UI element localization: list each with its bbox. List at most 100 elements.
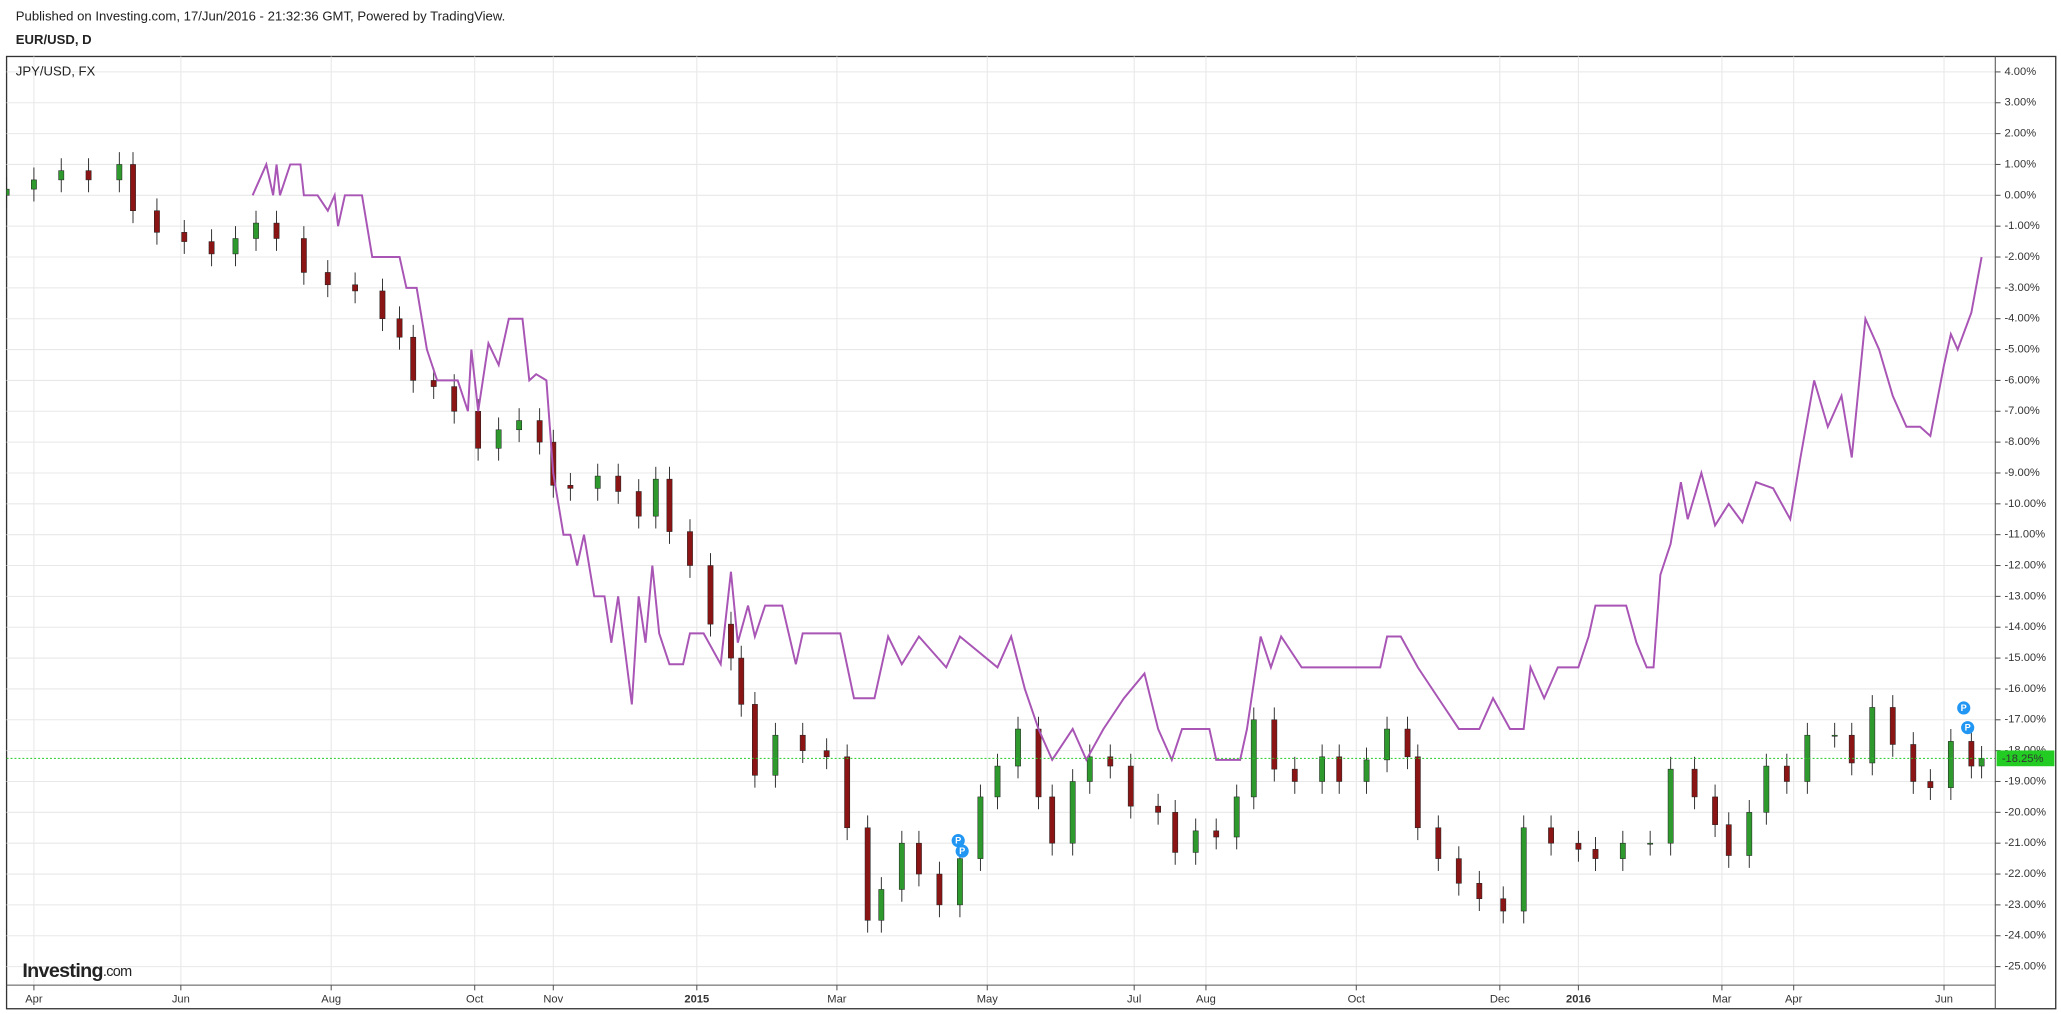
x-tick-label: Apr (25, 994, 43, 1006)
candle-body (1575, 842, 1582, 850)
y-tick-label: -20.00% (2004, 806, 2046, 818)
candle-body (898, 842, 905, 890)
candle-body (58, 170, 65, 181)
candle-body (352, 284, 359, 292)
event-marker-label: P (959, 846, 965, 856)
candle-body (1363, 759, 1370, 782)
candle-body (772, 734, 779, 776)
candle-body (1712, 796, 1718, 825)
last-price-label: -18.25% (2002, 753, 2044, 765)
y-tick-label: -5.00% (2004, 344, 2039, 356)
y-tick-label: -6.00% (2004, 374, 2039, 386)
y-tick-label: -8.00% (2004, 436, 2039, 448)
candle-body (864, 827, 871, 921)
y-tick-label: -21.00% (2004, 837, 2046, 849)
candle-body (1889, 707, 1896, 745)
x-tick-label: 2015 (684, 994, 709, 1006)
y-tick-label: -16.00% (2004, 683, 2046, 695)
candle-body (410, 336, 417, 381)
y-tick-label: -3.00% (2004, 282, 2039, 294)
candle-body (916, 842, 922, 875)
candle-body (85, 170, 92, 181)
candle-body (1192, 830, 1199, 853)
candle-body (1069, 781, 1076, 844)
candle-body (615, 475, 622, 492)
candle-body (1414, 756, 1421, 829)
candle-body (1404, 728, 1411, 758)
candle-body (1049, 796, 1056, 844)
candle-body (666, 478, 673, 532)
candle-body (878, 889, 885, 921)
candle-body (844, 756, 851, 829)
candle-body (1172, 812, 1179, 853)
candle-body (1500, 898, 1507, 912)
last-price-box (1996, 750, 2055, 767)
y-tick-label: -19.00% (2004, 775, 2046, 787)
candle-body (6, 188, 10, 196)
x-tick-label: Jul (1127, 994, 1141, 1006)
candle-body (1667, 768, 1674, 844)
y-tick-label: -12.00% (2004, 559, 2046, 571)
y-tick-label: -2.00% (2004, 251, 2039, 263)
logo-brand: Investing (22, 960, 103, 982)
candle-body (1647, 842, 1654, 845)
candle-body (495, 429, 502, 449)
event-marker-label: P (1965, 723, 1971, 733)
candle-body (1783, 765, 1790, 782)
candle-body (1127, 765, 1134, 807)
candle-body (1869, 707, 1876, 764)
candle-body (1035, 728, 1042, 798)
y-tick-label: -4.00% (2004, 313, 2039, 325)
y-tick-label: -1.00% (2004, 220, 2039, 232)
y-tick-label: -7.00% (2004, 405, 2039, 417)
candle-body (379, 290, 386, 319)
y-tick-label: -25.00% (2004, 961, 2046, 973)
plot-area (6, 152, 1996, 933)
candle-body (1086, 756, 1093, 782)
candle-body (1476, 883, 1483, 899)
x-tick-label: Oct (1348, 994, 1366, 1006)
symbol-title: EUR/USD, D (16, 32, 92, 47)
candle-body (635, 491, 642, 517)
candle-body (1319, 756, 1326, 782)
y-tick-label: -23.00% (2004, 899, 2046, 911)
candle-body (652, 478, 659, 517)
y-tick-label: -17.00% (2004, 714, 2046, 726)
axes: 4.00% 3.00% 2.00% 1.00% 0.00% -1.00% -2.00% -3.… (25, 66, 2055, 1006)
candle-body (1725, 824, 1732, 856)
candle-body (1107, 756, 1114, 767)
candle-body (516, 420, 523, 431)
logo: Investing.com (22, 960, 132, 982)
candle-body (1968, 741, 1975, 767)
candle-body (977, 796, 984, 859)
candle-body (1763, 765, 1770, 813)
candle-body (752, 704, 758, 776)
event-marker-label: P (955, 836, 961, 846)
candle-body (1978, 758, 1985, 767)
candle-body (1927, 781, 1934, 788)
candle-body (994, 765, 1001, 798)
y-tick-label: 4.00% (2004, 66, 2036, 78)
candle-body (1233, 796, 1240, 838)
candle-body (687, 531, 693, 566)
candle-body (253, 222, 259, 239)
chart-frame (5, 55, 2057, 1010)
y-tick-label: 2.00% (2004, 128, 2036, 140)
candle-body (1291, 768, 1298, 782)
logo-suffix: .com (103, 964, 132, 980)
event-marker: P (1961, 721, 1975, 735)
legend-entry: JPY/USD, FX (16, 64, 96, 79)
candle-body (1746, 812, 1753, 856)
candle-body (707, 565, 714, 625)
x-tick-label: Mar (827, 994, 847, 1006)
candle-body (1831, 734, 1838, 737)
candle-body (1548, 827, 1554, 844)
candle-body (1848, 734, 1855, 764)
x-tick-label: Mar (1712, 994, 1732, 1006)
y-tick-label: -9.00% (2004, 467, 2039, 479)
y-tick-label: -10.00% (2004, 498, 2046, 510)
y-tick-label: 0.00% (2004, 189, 2036, 201)
y-tick-label: -22.00% (2004, 868, 2046, 880)
published-note: Published on Investing.com, 17/Jun/2016 … (16, 9, 506, 24)
